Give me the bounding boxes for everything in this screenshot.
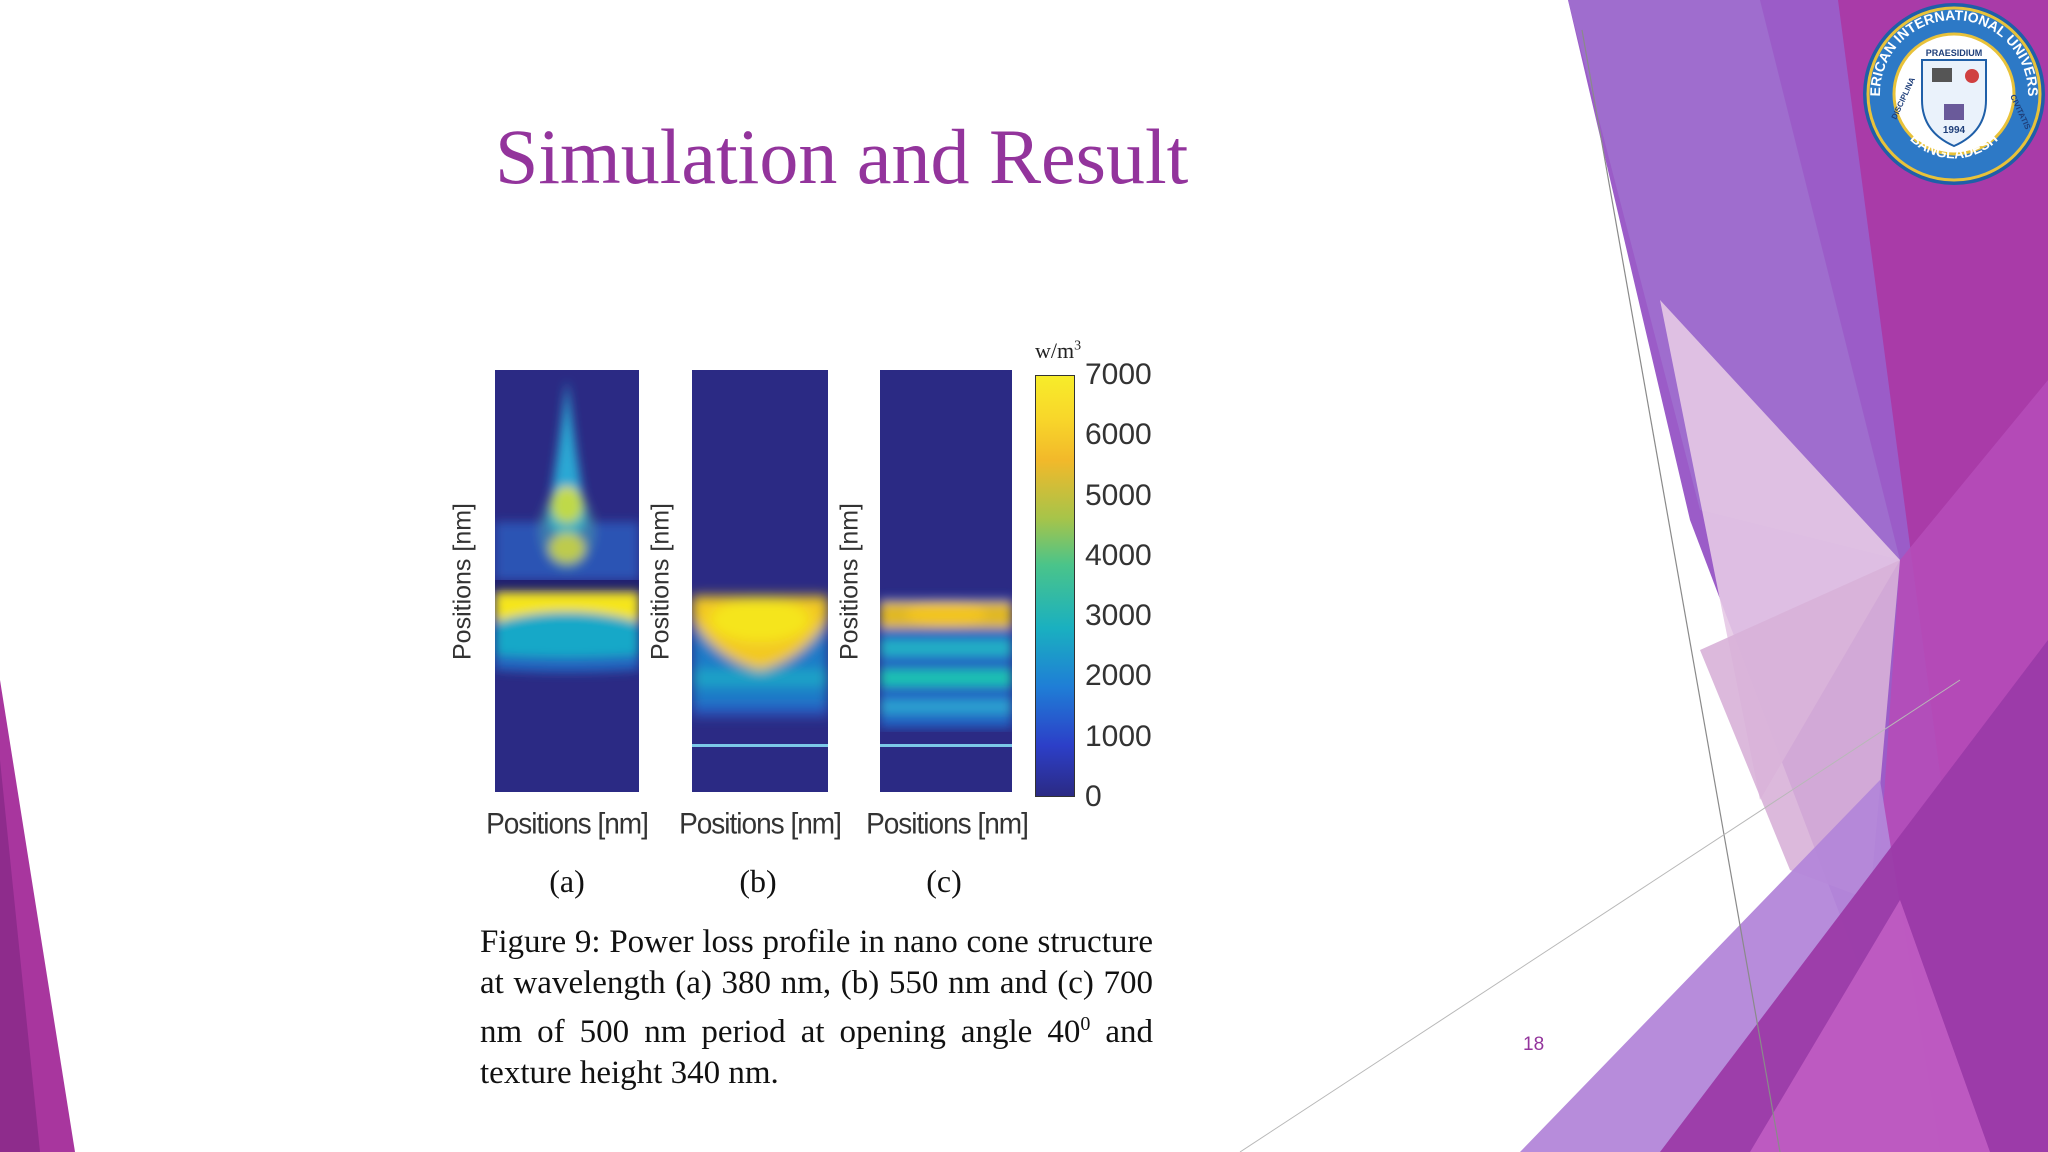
subfigure-label-a: (a): [549, 863, 585, 899]
subfigure-label-c: (c): [926, 863, 962, 899]
figure-caption: Figure 9: Power loss profile in nano con…: [480, 924, 1153, 1091]
x-axis-label-b: Positions [nm]: [679, 807, 842, 840]
heatmap-panel-a: [495, 370, 639, 792]
y-axis-label-b: Positions [nm]: [646, 503, 675, 661]
y-axis-label-a: Positions [nm]: [448, 503, 477, 661]
colorbar-tick-label: 1000: [1085, 719, 1152, 753]
colorbar-tick-label: 6000: [1085, 418, 1152, 452]
y-axis-label-c: Positions [nm]: [835, 503, 864, 661]
colorbar-tick-label: 2000: [1085, 659, 1152, 693]
figure-9: w/m3: [449, 330, 1215, 899]
heatmap-panel-c: [880, 370, 1012, 792]
colorbar-tick-label: 7000: [1085, 358, 1152, 391]
svg-text:PRAESIDIUM: PRAESIDIUM: [1926, 48, 1983, 58]
heatmap-panel-b: [692, 370, 828, 792]
colorbar-unit: w/m3: [1035, 338, 1082, 363]
page-number: 18: [1523, 1034, 1545, 1055]
colorbar-tick-label: 3000: [1085, 599, 1152, 633]
university-logo: AMERICAN INTERNATIONAL UNIVERSITY BANGLA…: [1860, 0, 2045, 185]
colorbar-tick-label: 5000: [1085, 478, 1152, 512]
colorbar-tick-label: 4000: [1085, 538, 1152, 572]
x-axis-label-c: Positions [nm]: [866, 807, 1029, 840]
subfigure-label-b: (b): [739, 863, 777, 899]
svg-text:1994: 1994: [1943, 125, 1966, 136]
slide-title: Simulation and Result: [495, 113, 1189, 200]
x-axis-label-a: Positions [nm]: [486, 807, 649, 840]
colorbar: [1035, 375, 1075, 797]
colorbar-tick-label: 0: [1085, 780, 1102, 813]
